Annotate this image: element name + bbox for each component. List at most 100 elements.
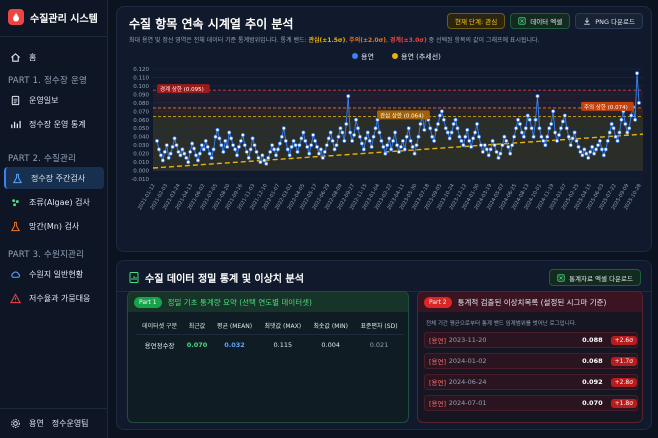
data-point: [217, 136, 222, 141]
sidebar-item-operation-stats[interactable]: 정수장 운영 통계: [4, 113, 104, 135]
data-point: [266, 155, 271, 160]
data-point: [289, 144, 294, 149]
data-point: [293, 143, 298, 148]
data-point: [359, 141, 364, 146]
y-tick-label: 0.030: [133, 143, 149, 149]
data-point: [607, 130, 612, 135]
sidebar-item-label: 조류(Algae) 검사: [29, 197, 90, 207]
data-point: [615, 138, 620, 143]
data-point: [588, 149, 593, 154]
data-point: [186, 160, 191, 165]
data-point: [578, 149, 583, 154]
data-point: [592, 151, 597, 156]
sidebar-item-weekly-inspection[interactable]: 정수장 주간검사: [4, 167, 104, 189]
data-point: [482, 143, 487, 148]
column-header: 최솟값 (MIN): [307, 318, 354, 335]
data-point: [277, 141, 282, 146]
sidebar-item-label: 망간(Mn) 검사: [29, 221, 80, 231]
data-point: [361, 147, 366, 152]
data-point: [572, 130, 577, 135]
data-point: [207, 151, 212, 156]
sidebar-item-manganese[interactable]: 망간(Mn) 검사: [4, 215, 104, 237]
data-point: [354, 117, 358, 122]
data-point: [209, 155, 214, 160]
anomaly-card: Part 2 통계적 검출된 이상치목록 (설정된 시그마 기준) 전체 기간 …: [417, 291, 643, 423]
data-point: [512, 134, 517, 139]
data-point: [350, 138, 355, 143]
flask-icon: [12, 173, 23, 183]
data-point: [315, 144, 319, 149]
anomaly-row[interactable]: [용연] 2024-06-24 0.092 +2.8σ: [424, 374, 638, 390]
sidebar-item-daily-report[interactable]: 운영일보: [4, 89, 104, 111]
column-header: 최근값: [183, 318, 211, 335]
sidebar-item-water-source[interactable]: 수원지 일반현황: [4, 263, 104, 285]
data-point: [558, 126, 563, 131]
sidebar-item-algae[interactable]: 조류(Algae) 검사: [4, 191, 104, 213]
data-point: [627, 126, 632, 131]
sidebar-item-home[interactable]: 홈: [4, 46, 104, 68]
data-point: [531, 134, 536, 139]
sidebar-item-label: 홈: [29, 52, 37, 62]
data-point: [560, 119, 565, 124]
anomaly-row[interactable]: [용연] 2024-01-02 0.068 +1.7σ: [424, 353, 638, 369]
data-point: [391, 138, 396, 143]
y-tick-label: 0.040: [133, 135, 149, 141]
anomaly-sigma: +1.7σ: [610, 356, 637, 366]
data-point: [262, 158, 267, 163]
y-tick-label: 0.000: [133, 169, 149, 175]
data-point: [510, 143, 515, 148]
anomaly-row[interactable]: [용연] 2024-07-01 0.070 +1.8σ: [424, 395, 638, 411]
data-point: [356, 126, 360, 131]
data-point: [281, 126, 286, 131]
data-point: [379, 138, 384, 143]
sidebar-item-drought[interactable]: 저수율과 가뭄대응: [4, 287, 104, 309]
anomaly-row[interactable]: [용연] 2023-11-20 0.088 +2.6σ: [424, 332, 638, 348]
data-point: [332, 147, 337, 152]
y-tick-label: -0.010: [131, 177, 149, 183]
section-label-part2: PART 2. 수질관리: [8, 154, 77, 164]
data-point: [246, 155, 251, 160]
data-point: [201, 147, 206, 152]
anomaly-sigma: +2.8σ: [610, 377, 637, 387]
data-point: [412, 151, 417, 156]
data-point: [199, 143, 204, 148]
data-point: [342, 138, 347, 143]
data-point: [549, 122, 554, 126]
data-point: [158, 153, 163, 158]
data-point: [527, 117, 532, 122]
data-point: [441, 117, 446, 122]
data-point: [398, 144, 403, 149]
data-point: [205, 144, 210, 149]
data-point: [365, 130, 370, 135]
data-point: [242, 143, 247, 148]
data-point: [498, 151, 503, 156]
data-point: [451, 122, 456, 126]
data-point: [240, 133, 245, 137]
anomaly-sigma: +2.6σ: [610, 335, 637, 345]
sidebar-footer[interactable]: 용연 정수운영팀: [0, 408, 107, 438]
data-point: [157, 147, 161, 152]
data-point: [438, 113, 442, 118]
data-point: [619, 117, 624, 122]
app-title: 수질관리 시스템: [30, 13, 98, 25]
png-download-button[interactable]: PNG 다운로드: [575, 13, 643, 29]
data-point: [529, 126, 534, 131]
stats-panel-title: 수질 데이터 정밀 통계 및 이상치 분석: [145, 274, 304, 285]
data-point: [623, 122, 628, 126]
sidebar-item-label: 정수장 운영 통계: [29, 119, 86, 129]
water-drop-icon: [8, 9, 24, 25]
data-excel-button[interactable]: 데이터 엑셀: [510, 13, 571, 29]
data-point: [268, 149, 273, 154]
data-point: [514, 126, 519, 131]
data-point: [543, 143, 548, 148]
critical-label-bg: [157, 84, 210, 94]
anomaly-value: 0.068: [582, 357, 603, 365]
data-point: [555, 138, 559, 143]
stats-excel-download-button[interactable]: 통계자료 엑셀 다운로드: [549, 269, 641, 286]
data-point: [311, 133, 316, 137]
data-point: [223, 138, 228, 143]
gear-icon: [11, 419, 20, 428]
current-stage-button[interactable]: 현재 단계: 관심: [447, 13, 506, 29]
y-tick-label: 0.070: [133, 109, 149, 115]
data-point: [238, 138, 243, 143]
